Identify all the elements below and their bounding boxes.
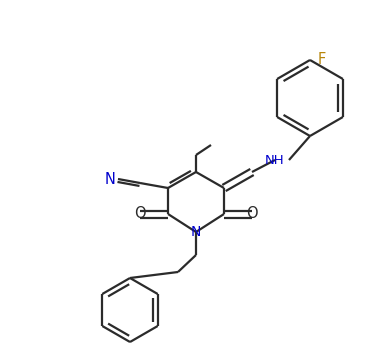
Text: N: N [105, 172, 115, 187]
Text: NH: NH [265, 153, 285, 167]
Text: N: N [191, 225, 201, 239]
Text: O: O [246, 206, 258, 221]
Text: O: O [134, 206, 146, 221]
Text: F: F [318, 52, 326, 67]
